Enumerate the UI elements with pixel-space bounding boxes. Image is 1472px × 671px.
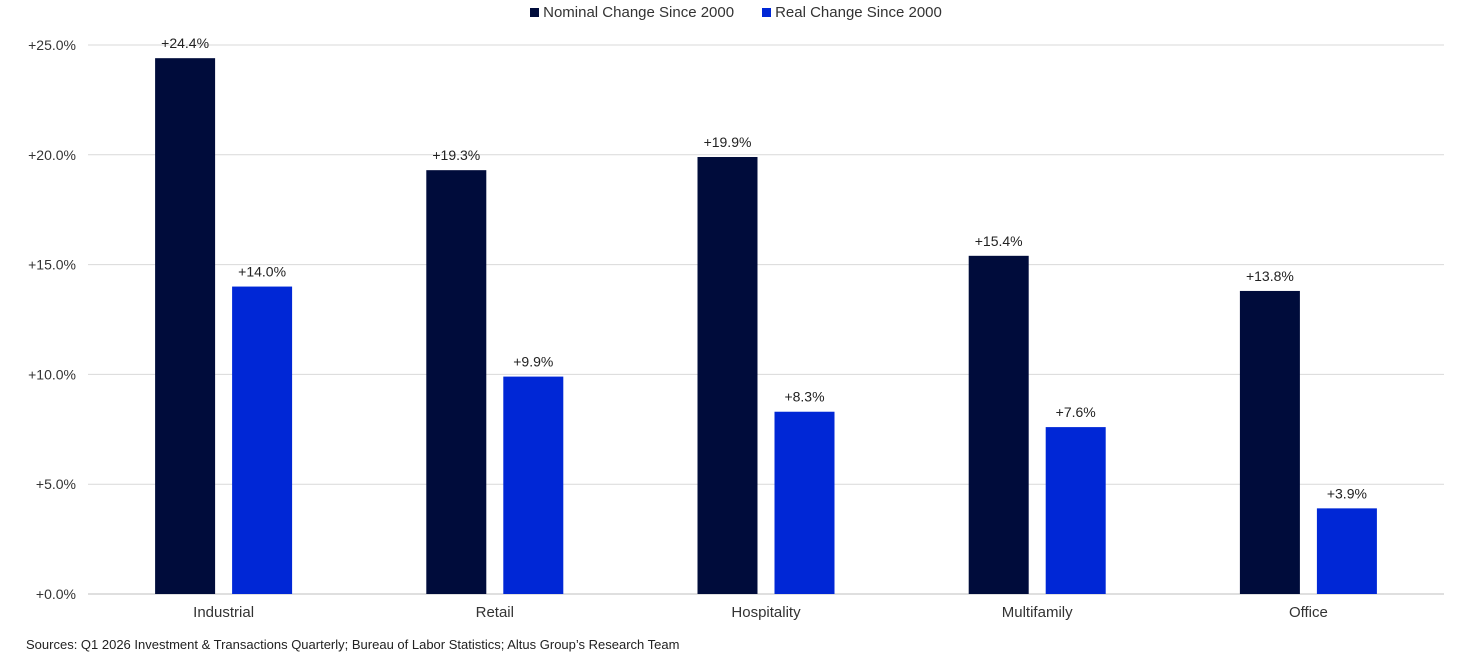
bar-real — [774, 411, 835, 594]
bar-real — [1045, 427, 1106, 594]
bar-nominal — [968, 255, 1029, 595]
data-label: +7.6% — [1056, 404, 1096, 420]
bar-nominal — [1239, 290, 1300, 594]
x-tick-label: Hospitality — [731, 604, 801, 621]
bar-nominal — [697, 156, 758, 594]
data-label: +3.9% — [1327, 485, 1367, 501]
legend-swatch-nominal — [530, 8, 540, 17]
bar-real — [1316, 508, 1377, 594]
legend-swatch-real — [762, 8, 772, 17]
x-tick-label: Retail — [476, 604, 514, 621]
grid-layer — [88, 44, 1444, 595]
source-note: Sources: Q1 2026 Investment & Transactio… — [26, 637, 680, 652]
y-tick-label: +0.0% — [36, 586, 76, 602]
y-tick-label: +5.0% — [36, 476, 76, 492]
data-label: +19.9% — [704, 134, 752, 150]
legend-item-real: Real Change Since 2000 — [762, 4, 942, 21]
bar-real — [232, 286, 293, 594]
legend-item-nominal: Nominal Change Since 2000 — [530, 4, 734, 21]
legend: Nominal Change Since 2000 Real Change Si… — [0, 4, 1472, 21]
x-tick-label: Multifamily — [1002, 604, 1073, 621]
bar-nominal — [155, 58, 216, 594]
y-tick-label: +20.0% — [28, 147, 76, 163]
data-label: +9.9% — [513, 354, 553, 370]
bar-real — [503, 376, 564, 594]
data-label: +13.8% — [1246, 268, 1294, 284]
data-label: +14.0% — [238, 264, 286, 280]
bar-layer — [155, 58, 1377, 595]
x-tick-label: Office — [1289, 604, 1328, 621]
bar-nominal — [426, 170, 487, 594]
y-tick-label: +10.0% — [28, 366, 76, 382]
data-label: +24.4% — [161, 35, 209, 51]
data-label: +15.4% — [975, 233, 1023, 249]
label-layer: +0.0% +5.0% +10.0% +15.0% +20.0% +25.0% +24.4%… — [28, 35, 1367, 621]
legend-label-real: Real Change Since 2000 — [775, 4, 942, 21]
data-label: +8.3% — [784, 389, 824, 405]
data-label: +19.3% — [432, 147, 480, 163]
x-tick-label: Industrial — [193, 604, 254, 621]
legend-label-nominal: Nominal Change Since 2000 — [543, 4, 735, 21]
y-tick-label: +25.0% — [28, 37, 76, 53]
y-tick-label: +15.0% — [28, 257, 76, 273]
